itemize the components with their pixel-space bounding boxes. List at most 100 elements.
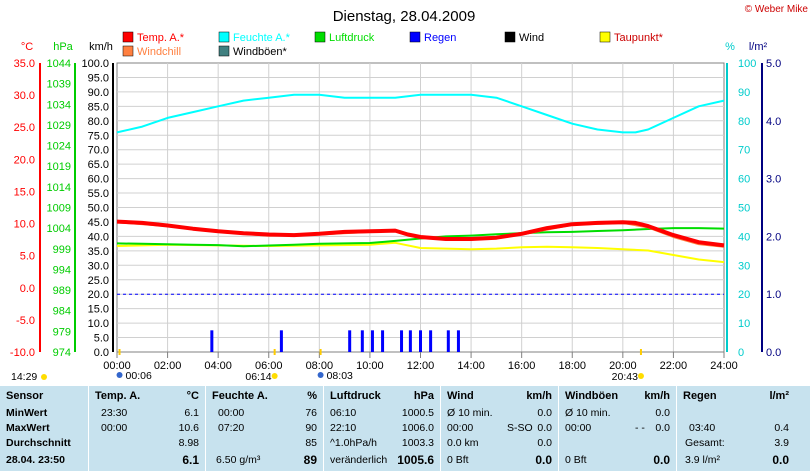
row-label-min: MinWert xyxy=(6,407,48,419)
y-tick-label-pressure: 994 xyxy=(53,264,71,276)
rain-bar xyxy=(381,330,385,352)
x-tick-label: 08:00 xyxy=(306,360,334,372)
sun-icon xyxy=(41,374,47,380)
y-tick-label-rain: 5.0 xyxy=(766,58,781,70)
legend: Temp. A.* Feuchte A.* Luftdruck Regen Wind Ta… xyxy=(122,31,664,58)
x-tick-label: 10:00 xyxy=(356,360,384,372)
temp-min-time: 23:30 xyxy=(101,407,128,419)
y-tick-label-temp: 20.0 xyxy=(14,154,35,166)
y-tick-label-wind: 70.0 xyxy=(88,145,109,157)
press-current: 1005.6 xyxy=(397,453,434,467)
sun-time-label: 08:03 xyxy=(327,370,353,382)
moon-icon xyxy=(116,372,123,378)
press-max: 1006.0 xyxy=(401,422,434,434)
wind-max-time: 00:00 xyxy=(447,422,474,434)
y-tick-label-pressure: 1024 xyxy=(47,141,71,153)
sun-marker xyxy=(273,349,276,355)
hum-current: 89 xyxy=(303,453,317,467)
y-tick-label-pressure: 974 xyxy=(53,347,71,359)
y-tick-label-humidity: 30 xyxy=(738,260,750,272)
x-tick-label: 00:00 xyxy=(103,360,131,372)
header-rain: Regen xyxy=(683,390,717,402)
rain-bar xyxy=(408,330,412,352)
header-pressure-unit: hPa xyxy=(413,390,434,402)
col-pressure: Luftdruck hPa 06:10 1000.5 22:10 1006.0 ^1.… xyxy=(324,386,440,471)
x-tick-label: 18:00 xyxy=(558,360,586,372)
y-axis-unit-pressure: hPa xyxy=(53,41,73,53)
header-sensor: Sensor xyxy=(6,390,44,402)
y-tick-label-humidity: 60 xyxy=(738,174,750,186)
gust-max: 0.0 xyxy=(655,422,670,434)
y-tick-label-wind: 100.0 xyxy=(81,58,109,70)
series-line-tempa xyxy=(116,219,725,248)
rain-total: 3.9 xyxy=(774,437,789,449)
y-tick-label-pressure: 1044 xyxy=(47,58,71,70)
col-humidity: Feuchte A.% 00:00 76 07:20 90 85 6.50 g/m³… xyxy=(206,386,323,471)
y-tick-label-wind: 30.0 xyxy=(88,260,109,272)
wind-distance: 0.0 km xyxy=(447,437,479,449)
y-tick-label-rain: 0.0 xyxy=(766,347,781,359)
header-temp: Temp. A. xyxy=(95,390,141,402)
rain-bar xyxy=(210,330,214,352)
row-label-current: 28.04. 23:50 xyxy=(6,454,65,466)
rain-bar xyxy=(429,330,433,352)
y-tick-label-temp: -5.0 xyxy=(16,315,35,327)
y-tick-label-humidity: 50 xyxy=(738,203,750,215)
legend-label: Wind xyxy=(519,32,544,44)
chart-title: Dienstag, 28.04.2009 xyxy=(333,8,476,25)
wind-avg: 0.0 xyxy=(537,437,552,449)
gust-max-time: 00:00 xyxy=(565,422,592,434)
x-tick-label: 12:00 xyxy=(407,360,435,372)
y-tick-label-pressure: 1039 xyxy=(47,79,71,91)
legend-label: Windchill xyxy=(137,46,181,58)
y-tick-label-humidity: 10 xyxy=(738,318,750,330)
axis-unit-labels: °C hPa km/h% l/m² xyxy=(21,41,768,53)
moon-icon xyxy=(317,372,324,378)
press-max-time: 22:10 xyxy=(330,422,357,434)
col-rain: Regen l/m² 03:40 0.4 Gesamt: 3.9 3.9 l/m² 0.… xyxy=(677,386,795,471)
series-line-feuchtea xyxy=(116,93,725,134)
rain-bar xyxy=(419,330,422,352)
wind-min-label: Ø 10 min. xyxy=(447,407,493,419)
rain-bar xyxy=(370,330,374,352)
y-tick-label-pressure: 1014 xyxy=(47,182,71,194)
header-pressure: Luftdruck xyxy=(330,390,381,402)
y-tick-label-wind: 45.0 xyxy=(88,217,109,229)
legend-swatch xyxy=(218,45,230,57)
y-tick-label-rain: 3.0 xyxy=(766,174,781,186)
y-tick-label-temp: 35.0 xyxy=(14,58,35,70)
wind-direction: S-SO xyxy=(507,422,533,434)
x-tick-label: 04:00 xyxy=(204,360,232,372)
header-gust: Windböen xyxy=(565,390,619,402)
col-temp: Temp. A. °C 23:30 6.1 00:00 10.6 8.98 6.1 xyxy=(89,386,205,471)
legend-label: Regen xyxy=(424,32,456,44)
header-wind-unit: km/h xyxy=(526,390,552,402)
wind-min: 0.0 xyxy=(537,407,552,419)
y-axis-unit-wind: km/h xyxy=(89,41,113,53)
y-tick-label-wind: 65.0 xyxy=(88,159,109,171)
y-tick-label-temp: 10.0 xyxy=(14,219,35,231)
gust-min-label: Ø 10 min. xyxy=(565,407,611,419)
y-tick-label-wind: 85.0 xyxy=(88,101,109,113)
rain-bar xyxy=(348,330,352,352)
col-gust: Windböen km/h Ø 10 min. 0.0 00:00 - - 0.0 0 … xyxy=(559,386,676,471)
legend-label: Feuchte A.* xyxy=(233,32,291,44)
sun-marker xyxy=(319,349,322,355)
sun-time-label: 20:43 xyxy=(612,371,638,383)
header-gust-unit: km/h xyxy=(644,390,670,402)
credit-text: © Weber Mike xyxy=(745,4,809,15)
header-humidity-unit: % xyxy=(307,390,317,402)
rain-bar xyxy=(360,330,364,352)
row-label-max: MaxWert xyxy=(6,422,50,434)
y-tick-label-wind: 0.0 xyxy=(94,347,109,359)
x-tick-label: 22:00 xyxy=(660,360,688,372)
y-axes: 35.0 30.0 25.0 20.0 15.0 10.0 5.0 0.0 -5.0 -10.0 1… xyxy=(10,58,781,359)
sun-marker xyxy=(639,349,642,355)
y-tick-label-wind: 55.0 xyxy=(88,188,109,200)
rain-sum: 3.9 l/m² xyxy=(685,454,721,466)
legend-swatch xyxy=(314,31,326,43)
y-tick-label-wind: 95.0 xyxy=(88,72,109,84)
press-trend: ^1.0hPa/h xyxy=(330,437,377,449)
legend-label: Luftdruck xyxy=(329,32,375,44)
sun-marker xyxy=(118,349,121,355)
